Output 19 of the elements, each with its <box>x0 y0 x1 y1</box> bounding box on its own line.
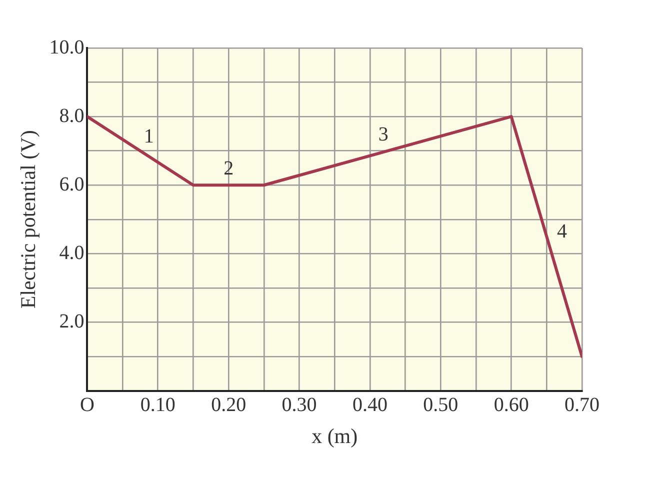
y-tick-label: 4.0 <box>59 242 84 264</box>
x-tick-label: 0.60 <box>494 394 529 416</box>
x-tick-label: 0.70 <box>564 394 600 416</box>
y-axis-title: Electric potential (V) <box>16 130 40 309</box>
annotation: 2 <box>224 157 234 180</box>
y-tick-label: 6.0 <box>59 173 84 196</box>
x-tick-label: 0.30 <box>282 394 317 416</box>
x-tick-label: 0.10 <box>140 394 176 416</box>
annotation: 1 <box>144 126 154 148</box>
y-tick-label: 10.0 <box>49 36 84 58</box>
annotation: 3 <box>378 124 388 146</box>
x-tick-label: 0.40 <box>352 394 388 416</box>
y-tick-label: 2.0 <box>59 310 84 332</box>
x-tick-label: 0.50 <box>423 394 458 416</box>
annotation: 4 <box>557 220 568 242</box>
y-tick-label: 8.0 <box>59 104 84 127</box>
x-tick-label: 0.20 <box>211 394 246 416</box>
x-tick-label: O <box>80 394 94 416</box>
x-axis-title: x (m) <box>312 424 358 448</box>
